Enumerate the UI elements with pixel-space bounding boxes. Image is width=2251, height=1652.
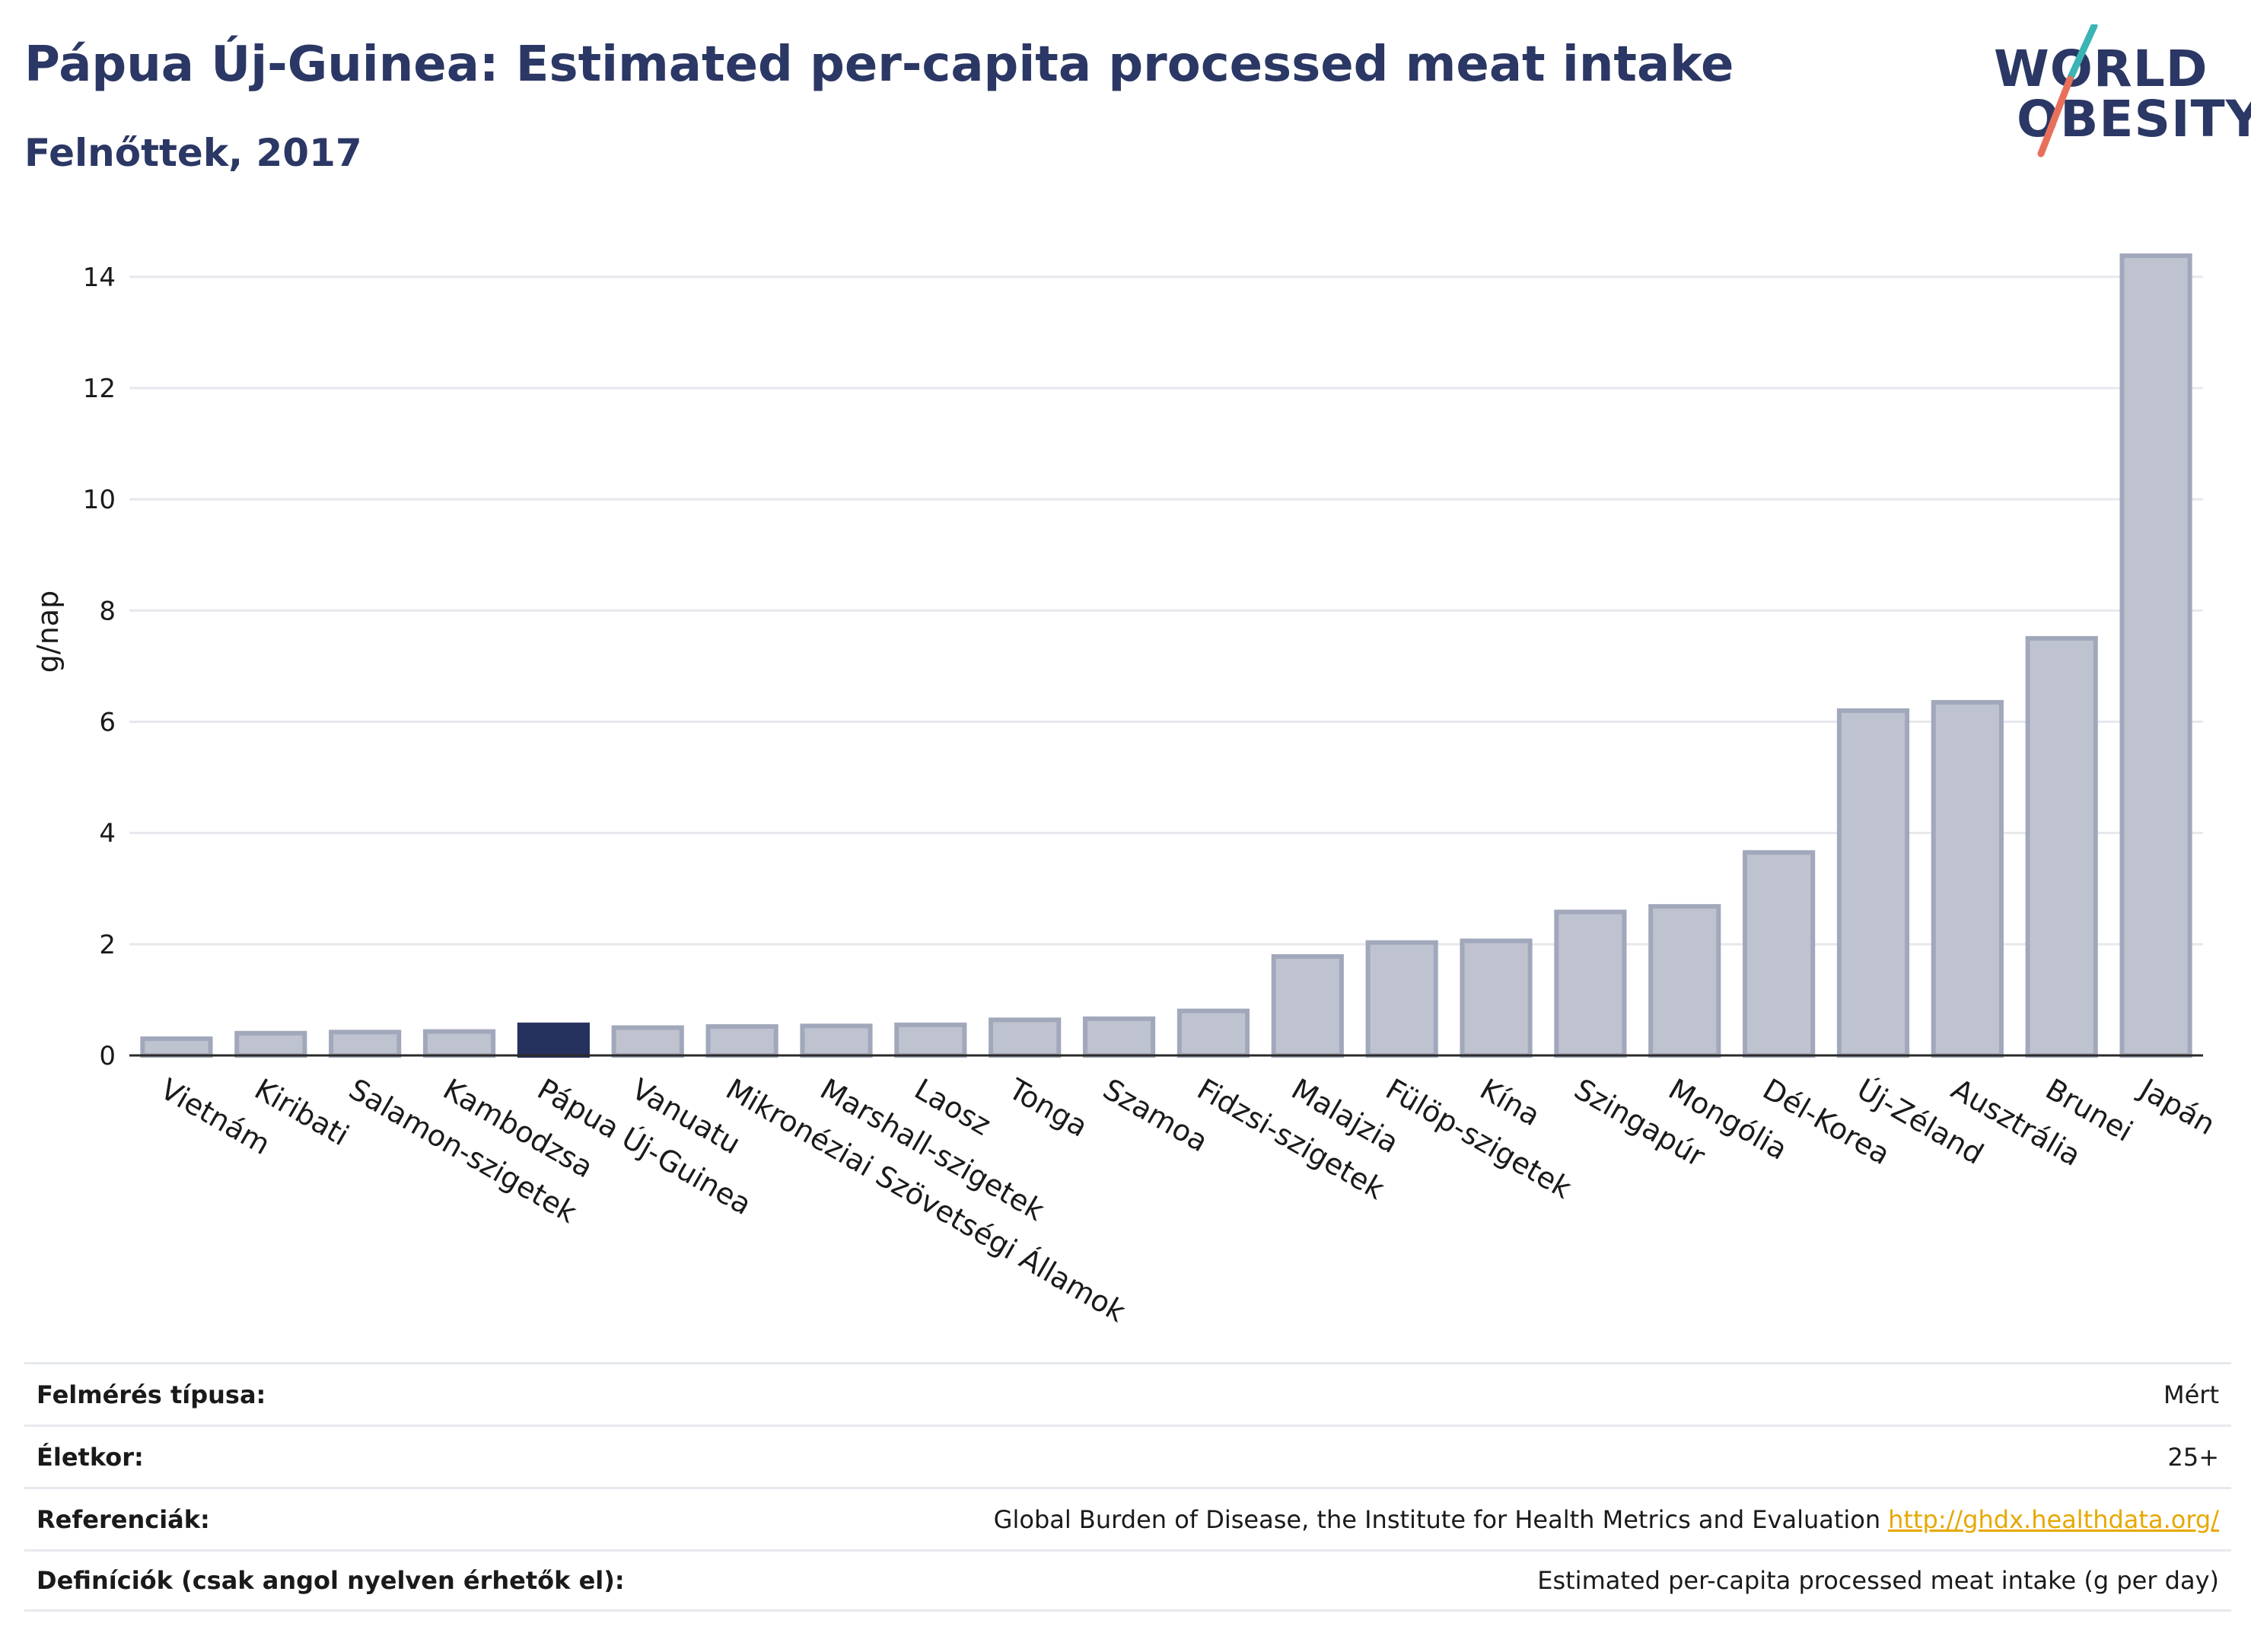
bar-laosz[interactable]: [894, 1022, 967, 1058]
bar-vietnám[interactable]: [140, 1036, 213, 1058]
bar-fülöp-szigetek[interactable]: [1365, 940, 1438, 1058]
x-tick-label: Japán: [2133, 1071, 2221, 1141]
bar-kambodzsa[interactable]: [422, 1029, 496, 1058]
info-row-references: Referenciák: Global Burden of Disease, t…: [24, 1487, 2231, 1549]
bar-marshall-szigetek[interactable]: [800, 1023, 873, 1058]
x-axis-labels: VietnámKiribatiSalamon-szigetekKambodzsa…: [154, 1071, 2221, 1329]
info-table: Felmérés típusa: Mért Életkor: 25+ Refer…: [24, 1362, 2231, 1612]
bar-kiribati[interactable]: [234, 1030, 307, 1058]
x-tick-label: Fülöp-szigetek: [1380, 1072, 1578, 1205]
y-tick-label: 10: [83, 485, 116, 515]
info-label: Referenciák:: [37, 1504, 210, 1534]
bar-új-zéland[interactable]: [1836, 708, 1910, 1058]
info-label: Felmérés típusa:: [37, 1380, 266, 1409]
y-tick-label: 12: [83, 374, 116, 404]
page-title: Pápua Új-Guinea: Estimated per-capita pr…: [24, 37, 1734, 93]
y-tick-label: 6: [99, 708, 116, 738]
bar-pápua-új-guinea[interactable]: [517, 1022, 590, 1058]
y-tick-label: 8: [99, 596, 116, 626]
y-tick-label: 2: [99, 930, 116, 960]
page-subtitle: Felnőttek, 2017: [24, 131, 362, 175]
bar-malajzia[interactable]: [1271, 953, 1344, 1058]
bar-japán[interactable]: [2119, 253, 2192, 1058]
info-label: Definíciók (csak angol nyelven érhetők e…: [37, 1566, 625, 1595]
bar-mikronéziai-szövetségi-államok[interactable]: [705, 1023, 778, 1058]
bar-brunei[interactable]: [2025, 635, 2098, 1058]
y-tick-label: 14: [83, 263, 116, 293]
bar-szamoa[interactable]: [1082, 1016, 1156, 1058]
bar-dél-korea[interactable]: [1743, 850, 1816, 1058]
info-value: Global Burden of Disease, the Institute …: [994, 1505, 2219, 1534]
x-tick-label: Szamoa: [1097, 1072, 1214, 1159]
info-value: Mért: [2163, 1380, 2219, 1409]
info-row-age: Életkor: 25+: [24, 1424, 2231, 1487]
logo-slash-icon: [2037, 24, 2098, 158]
bar-salamon-szigetek[interactable]: [329, 1030, 402, 1058]
bar-szingapúr[interactable]: [1554, 909, 1627, 1058]
bar-ausztrália[interactable]: [1931, 699, 2004, 1058]
bar-tonga[interactable]: [989, 1017, 1062, 1058]
reference-text: Global Burden of Disease, the Institute …: [993, 1504, 1881, 1534]
y-axis-ticks: 0 2 4 6 8 10 12 14: [83, 263, 116, 1071]
bar-kína[interactable]: [1460, 938, 1533, 1058]
y-axis-label: g/nap: [31, 590, 65, 673]
reference-link[interactable]: http://ghdx.healthdata.org/: [1888, 1504, 2219, 1534]
y-tick-label: 4: [99, 819, 116, 849]
y-tick-label: 0: [99, 1041, 116, 1071]
info-row-survey-type: Felmérés típusa: Mért: [24, 1362, 2231, 1424]
info-row-definitions: Definíciók (csak angol nyelven érhetők e…: [24, 1549, 2231, 1612]
world-obesity-logo: WORLD OBESITY: [1986, 24, 2251, 161]
bar-fidzsi-szigetek[interactable]: [1176, 1008, 1250, 1058]
bar-vanuatu[interactable]: [611, 1025, 684, 1058]
info-value: Estimated per-capita processed meat inta…: [1537, 1566, 2219, 1595]
bar-mongólia[interactable]: [1648, 904, 1721, 1058]
bars: [140, 253, 2192, 1058]
info-label: Életkor:: [37, 1442, 144, 1472]
x-tick-label: Tonga: [1002, 1071, 1093, 1143]
info-value: 25+: [2167, 1442, 2219, 1472]
bar-chart: 0 2 4 6 8 10 12 14 VietnámKiribatiSalamon-szige…: [31, 253, 2221, 1329]
logo-text-line1: WORLD: [1994, 40, 2208, 98]
